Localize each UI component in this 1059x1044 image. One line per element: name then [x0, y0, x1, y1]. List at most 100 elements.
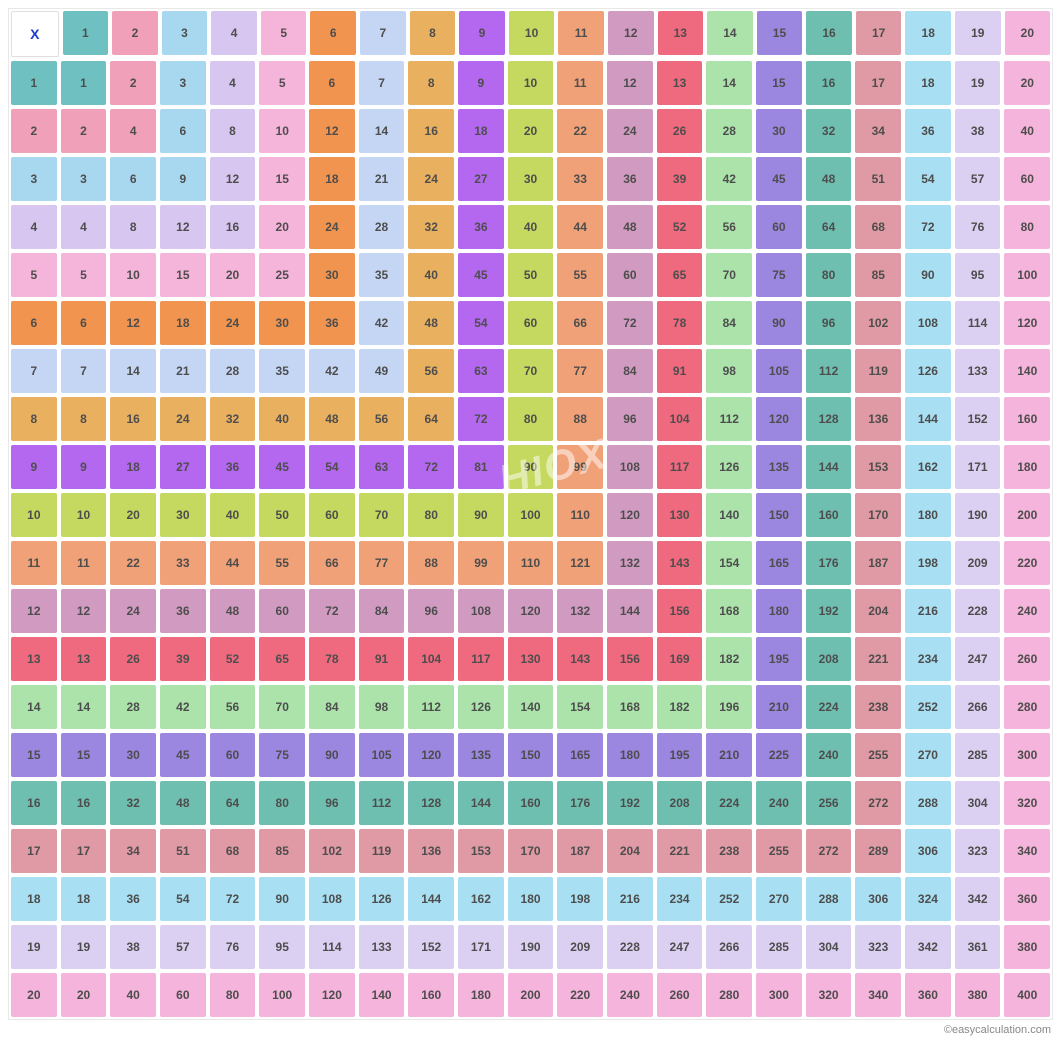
- product-cell: 40: [408, 253, 454, 297]
- product-cell: 280: [1004, 685, 1050, 729]
- product-cell: 209: [557, 925, 603, 969]
- product-cell: 84: [359, 589, 405, 633]
- product-cell: 48: [160, 781, 206, 825]
- product-cell: 165: [557, 733, 603, 777]
- product-cell: 216: [607, 877, 653, 921]
- product-cell: 3: [160, 61, 206, 105]
- product-cell: 128: [408, 781, 454, 825]
- product-cell: 60: [259, 589, 305, 633]
- product-cell: 105: [756, 349, 802, 393]
- product-cell: 153: [458, 829, 504, 873]
- product-cell: 84: [706, 301, 752, 345]
- product-cell: 77: [359, 541, 405, 585]
- product-cell: 238: [706, 829, 752, 873]
- product-cell: 60: [160, 973, 206, 1017]
- product-cell: 48: [806, 157, 852, 201]
- product-cell: 144: [607, 589, 653, 633]
- product-cell: 210: [756, 685, 802, 729]
- product-cell: 20: [508, 109, 554, 153]
- product-cell: 228: [955, 589, 1001, 633]
- product-cell: 300: [756, 973, 802, 1017]
- product-cell: 150: [756, 493, 802, 537]
- product-cell: 18: [458, 109, 504, 153]
- product-cell: 57: [160, 925, 206, 969]
- product-cell: 192: [607, 781, 653, 825]
- product-cell: 60: [756, 205, 802, 249]
- row-header: 3: [11, 157, 57, 201]
- product-cell: 13: [657, 61, 703, 105]
- product-cell: 4: [210, 61, 256, 105]
- product-cell: 380: [955, 973, 1001, 1017]
- product-cell: 361: [955, 925, 1001, 969]
- product-cell: 126: [706, 445, 752, 489]
- product-cell: 80: [1004, 205, 1050, 249]
- product-cell: 60: [309, 493, 355, 537]
- row-header: 5: [11, 253, 57, 297]
- product-cell: 36: [110, 877, 156, 921]
- product-cell: 36: [458, 205, 504, 249]
- product-cell: 16: [408, 109, 454, 153]
- product-cell: 24: [110, 589, 156, 633]
- row-header: 7: [11, 349, 57, 393]
- product-cell: 102: [855, 301, 901, 345]
- product-cell: 80: [508, 397, 554, 441]
- product-cell: 120: [508, 589, 554, 633]
- product-cell: 120: [408, 733, 454, 777]
- product-cell: 12: [309, 109, 355, 153]
- product-cell: 44: [557, 205, 603, 249]
- product-cell: 180: [1004, 445, 1050, 489]
- product-cell: 96: [408, 589, 454, 633]
- product-cell: 78: [657, 301, 703, 345]
- product-cell: 20: [259, 205, 305, 249]
- product-cell: 84: [607, 349, 653, 393]
- product-cell: 35: [259, 349, 305, 393]
- product-cell: 42: [359, 301, 405, 345]
- product-cell: 168: [607, 685, 653, 729]
- product-cell: 160: [1004, 397, 1050, 441]
- product-cell: 39: [160, 637, 206, 681]
- product-cell: 247: [657, 925, 703, 969]
- product-cell: 5: [259, 61, 305, 105]
- product-cell: 72: [458, 397, 504, 441]
- product-cell: 16: [806, 61, 852, 105]
- product-cell: 136: [408, 829, 454, 873]
- product-cell: 38: [955, 109, 1001, 153]
- product-cell: 6: [309, 61, 355, 105]
- credit-line: ©easycalculation.com: [8, 1024, 1051, 1036]
- product-cell: 30: [110, 733, 156, 777]
- product-cell: 128: [806, 397, 852, 441]
- product-cell: 70: [706, 253, 752, 297]
- product-cell: 98: [359, 685, 405, 729]
- product-cell: 25: [259, 253, 305, 297]
- product-cell: 121: [557, 541, 603, 585]
- row-header: 17: [11, 829, 57, 873]
- product-cell: 98: [706, 349, 752, 393]
- product-cell: 21: [359, 157, 405, 201]
- product-cell: 17: [855, 61, 901, 105]
- product-cell: 272: [855, 781, 901, 825]
- product-cell: 36: [160, 589, 206, 633]
- product-cell: 171: [458, 925, 504, 969]
- product-cell: 133: [359, 925, 405, 969]
- product-cell: 8: [61, 397, 107, 441]
- product-cell: 168: [706, 589, 752, 633]
- product-cell: 200: [508, 973, 554, 1017]
- product-cell: 6: [110, 157, 156, 201]
- product-cell: 54: [905, 157, 951, 201]
- product-cell: 96: [806, 301, 852, 345]
- product-cell: 2: [61, 109, 107, 153]
- product-cell: 256: [806, 781, 852, 825]
- product-cell: 117: [657, 445, 703, 489]
- product-cell: 176: [806, 541, 852, 585]
- product-cell: 52: [210, 637, 256, 681]
- product-cell: 180: [905, 493, 951, 537]
- product-cell: 320: [806, 973, 852, 1017]
- product-cell: 55: [259, 541, 305, 585]
- product-cell: 75: [259, 733, 305, 777]
- product-cell: 1: [61, 61, 107, 105]
- product-cell: 45: [259, 445, 305, 489]
- product-cell: 39: [657, 157, 703, 201]
- product-cell: 119: [855, 349, 901, 393]
- product-cell: 26: [110, 637, 156, 681]
- product-cell: 8: [110, 205, 156, 249]
